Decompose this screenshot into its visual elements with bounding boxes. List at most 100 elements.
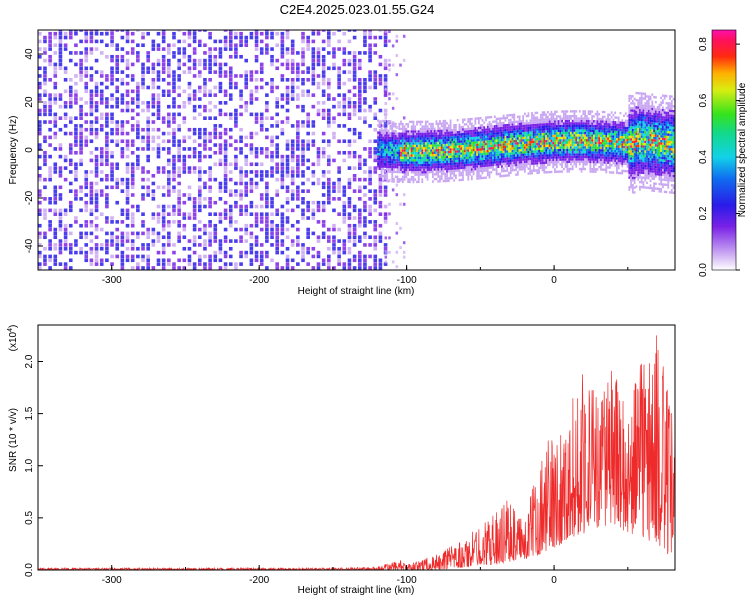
spectrogram-cell — [48, 127, 52, 132]
spectrogram-cell — [99, 243, 104, 247]
spectrogram-cell — [203, 139, 207, 144]
spectrogram-cell — [378, 200, 383, 205]
spectrogram-cell — [115, 139, 120, 144]
spectrogram-cell — [577, 148, 579, 151]
spectrogram-cell — [53, 74, 58, 78]
spectrogram-cell — [405, 144, 408, 148]
spectrogram-cell — [412, 168, 415, 172]
spectrogram-cell — [110, 30, 114, 32]
spectrogram-cell — [378, 193, 383, 197]
spectrogram-cell — [451, 155, 454, 158]
spectrogram-cell — [53, 208, 58, 213]
spectrogram-cell — [529, 140, 532, 144]
spectrogram-cell — [187, 58, 192, 63]
spectrogram-cell — [290, 51, 295, 55]
spectrogram-cell — [187, 154, 192, 159]
spectrogram-cell — [431, 139, 434, 143]
spectrogram-cell — [239, 177, 243, 182]
spectrogram-cell — [197, 254, 202, 259]
spectrogram-cell — [378, 35, 383, 40]
spectrogram-cell — [538, 166, 540, 170]
spectrogram-cell — [568, 124, 571, 128]
spectrogram-cell — [270, 135, 274, 140]
spectrogram-cell — [575, 126, 578, 130]
spectrogram-cell — [437, 151, 440, 154]
spectrogram-cell — [172, 74, 176, 78]
spectrogram-cell — [458, 150, 461, 153]
spectrogram-cell — [387, 141, 390, 145]
spectrogram-cell — [218, 147, 223, 151]
spectrogram-cell — [518, 129, 521, 133]
spectrogram-cell — [156, 97, 161, 101]
spectrogram-cell — [552, 117, 555, 121]
spectrogram-cell — [474, 117, 477, 120]
spectrogram-cell — [110, 116, 114, 120]
spectrogram-cell — [518, 141, 521, 145]
spectrogram-cell — [115, 43, 120, 48]
spectrogram-cell — [192, 62, 197, 67]
spectrogram-cell — [481, 150, 484, 153]
spectrogram-cell — [58, 223, 63, 228]
spectrogram-cell — [449, 157, 452, 161]
spectrogram-cell — [573, 153, 576, 156]
spectrogram-cell — [513, 149, 516, 153]
spectrogram-cell — [141, 223, 145, 228]
spectrogram-cell — [203, 81, 207, 86]
spectrogram-cell — [405, 168, 408, 172]
spectrogram-cell — [539, 137, 542, 141]
spectrogram-cell — [527, 124, 530, 127]
spectrogram-cell — [433, 161, 436, 164]
spectrogram-cell — [167, 116, 171, 120]
spectrogram-cell — [301, 254, 305, 259]
spectrogram-cell — [502, 131, 505, 134]
spectrogram-cell — [311, 231, 316, 236]
spectrogram-cell — [532, 162, 535, 165]
spectrogram-cell — [89, 74, 94, 78]
spectrogram-cell — [430, 132, 433, 135]
spectrogram-cell — [378, 81, 383, 86]
spectrogram-cell — [502, 129, 505, 132]
spectrogram-cell — [467, 125, 470, 128]
spectrogram-cell — [296, 193, 300, 197]
spectrogram-cell — [125, 101, 130, 105]
spectrogram-cell — [454, 140, 457, 144]
spectrogram-cell — [511, 135, 514, 138]
spectrogram-cell — [378, 136, 381, 139]
spectrogram-cell — [435, 139, 438, 142]
spectrogram-cell — [525, 124, 528, 127]
spectrogram-cell — [141, 246, 145, 251]
spectrogram-cell — [481, 155, 484, 158]
spectrogram-cell — [192, 200, 197, 205]
spectrogram-cell — [270, 154, 274, 159]
spectrogram-cell — [410, 163, 413, 167]
spectrogram-cell — [172, 189, 176, 193]
spectrogram-cell — [492, 125, 494, 128]
spectrogram-cell — [444, 146, 447, 149]
spectrogram-cell — [532, 159, 535, 163]
spectrogram-cell — [444, 163, 447, 166]
spectrogram-cell — [357, 254, 362, 259]
spectrogram-cell — [115, 47, 120, 51]
spectrogram-cell — [454, 126, 457, 129]
spectrogram-cell — [327, 85, 331, 90]
spectrogram-cell — [74, 31, 78, 36]
spectrogram-cell — [566, 134, 569, 137]
spectrogram-cell — [547, 161, 549, 164]
spectrogram-cell — [554, 129, 556, 133]
spectrogram-cell — [568, 167, 571, 171]
spectrogram-cell — [469, 127, 471, 130]
spectrogram-cell — [368, 220, 372, 224]
spectrogram-cell — [497, 158, 500, 161]
spectrogram-cell — [476, 158, 479, 161]
spectrogram-cell — [223, 177, 228, 182]
spectrogram-cell — [495, 151, 498, 154]
spectrogram-cell — [228, 81, 233, 86]
spectrogram-cell — [125, 104, 130, 109]
spectrogram-cell — [368, 104, 372, 109]
spectrogram-cell — [394, 170, 397, 174]
spectrogram-cell — [401, 144, 404, 147]
spectrogram-cell — [490, 151, 493, 155]
spectrogram-cell — [363, 262, 367, 266]
spectrogram-cell — [462, 130, 464, 133]
spectrogram-cell — [254, 58, 259, 63]
